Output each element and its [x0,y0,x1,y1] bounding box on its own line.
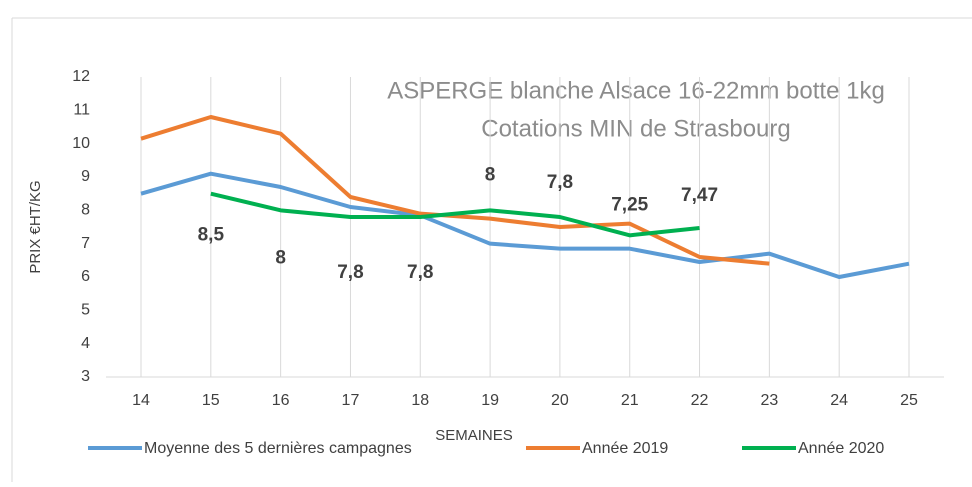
x-axis-label: SEMAINES [435,427,513,444]
y-tick-label: 4 [81,335,90,352]
chart-subtitle: Cotations MIN de Strasbourg [481,115,790,142]
data-label: 7,25 [611,194,648,215]
x-tick-label: 14 [132,392,150,409]
x-tick-label: 16 [272,392,290,409]
x-tick-label: 15 [202,392,220,409]
data-label: 7,8 [407,262,433,283]
x-tick-label: 24 [830,392,848,409]
series-line [210,191,700,238]
data-label: 7,47 [681,185,718,206]
y-tick-label: 3 [81,368,90,385]
legend-label: Moyenne des 5 dernières campagnes [144,440,412,457]
y-tick-label: 9 [81,168,90,185]
legend-label: Année 2020 [798,440,884,457]
x-tick-label: 25 [900,392,918,409]
x-tick-label: 21 [621,392,639,409]
data-label: 8,5 [198,225,225,246]
data-label: 8 [485,164,496,185]
series-line [140,115,770,266]
y-tick-label: 5 [81,302,90,319]
series-line [140,171,910,279]
data-label: 8 [275,247,286,268]
x-tick-label: 22 [691,392,709,409]
y-tick-label: 11 [73,102,90,119]
y-tick-label: 8 [81,202,90,219]
chart-title: ASPERGE blanche Alsace 16-22mm botte 1kg [387,77,885,104]
x-tick-label: 17 [342,392,360,409]
y-tick-label: 12 [72,68,90,85]
x-tick-label: 20 [551,392,569,409]
y-tick-label: 10 [72,135,90,152]
legend-label: Année 2019 [582,440,668,457]
y-axis-label: PRIX €HT/KG [27,180,44,273]
data-label: 7,8 [547,172,573,193]
x-tick-label: 23 [760,392,778,409]
x-tick-label: 19 [481,392,499,409]
y-tick-label: 6 [81,268,90,285]
data-label: 7,8 [337,262,363,283]
y-tick-label: 7 [81,235,90,252]
x-tick-label: 18 [411,392,429,409]
